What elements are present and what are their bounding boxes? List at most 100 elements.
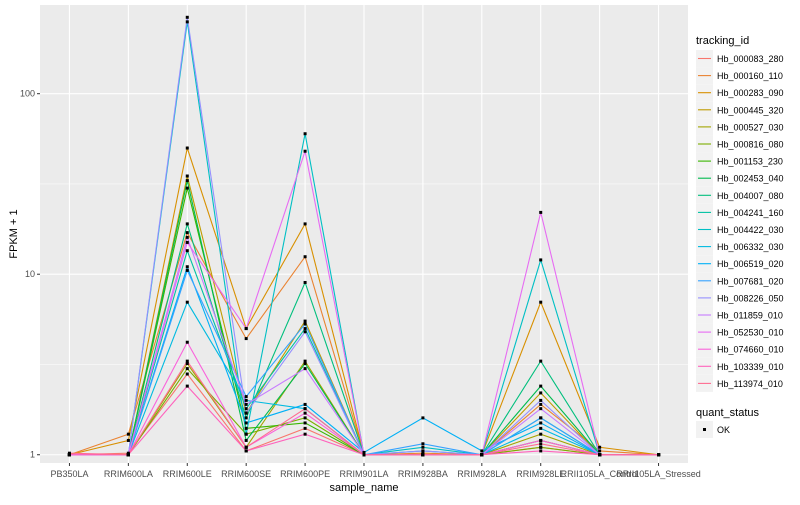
- data-point: [303, 327, 307, 331]
- data-point: [539, 449, 543, 453]
- data-point: [67, 453, 71, 457]
- x-tick-label: RRIM901LA: [339, 469, 388, 479]
- y-tick-label: 100: [20, 89, 35, 99]
- data-point: [539, 426, 543, 430]
- data-point: [303, 222, 307, 226]
- data-point: [421, 449, 425, 453]
- x-axis-title: sample_name: [329, 482, 398, 494]
- data-point: [244, 402, 248, 406]
- data-point: [539, 402, 543, 406]
- data-point: [244, 327, 248, 331]
- legend-label: Hb_008226_050: [717, 293, 784, 303]
- legend-label: Hb_004422_030: [717, 225, 784, 235]
- data-point: [303, 359, 307, 363]
- data-point: [480, 453, 484, 457]
- data-point: [303, 416, 307, 420]
- data-point: [539, 391, 543, 395]
- legend-label: Hb_000283_090: [717, 88, 784, 98]
- data-point: [185, 249, 189, 253]
- data-point: [421, 442, 425, 446]
- data-point: [303, 319, 307, 323]
- data-point: [244, 449, 248, 453]
- data-point: [303, 407, 307, 411]
- data-point: [185, 15, 189, 19]
- data-point: [244, 426, 248, 430]
- legend-label: Hb_074660_010: [717, 345, 784, 355]
- data-point: [421, 453, 425, 457]
- legend-label: Hb_000816_080: [717, 140, 784, 150]
- shape-legend-swatch: [703, 428, 706, 431]
- legend-label: Hb_006519_020: [717, 259, 784, 269]
- data-point: [598, 453, 602, 457]
- data-point: [539, 432, 543, 436]
- data-point: [421, 445, 425, 449]
- x-tick-label: RRIM600LA: [104, 469, 153, 479]
- data-point: [185, 384, 189, 388]
- legend-label: Hb_007681_020: [717, 276, 784, 286]
- data-point: [185, 265, 189, 269]
- data-point: [303, 362, 307, 366]
- data-points: [67, 15, 661, 457]
- data-point: [244, 445, 248, 449]
- x-axis: PB350LA RRIM600LA RRIM600LE RRIM600SE RRIM60…: [50, 463, 701, 479]
- data-point: [185, 359, 189, 363]
- data-point: [421, 416, 425, 420]
- legend-label: Hb_000527_030: [717, 122, 784, 132]
- data-point: [303, 426, 307, 430]
- data-point: [303, 149, 307, 153]
- data-point: [303, 255, 307, 259]
- data-point: [185, 174, 189, 178]
- shape-legend-title: quant_status: [696, 407, 759, 419]
- legend-label: Hb_000445_320: [717, 105, 784, 115]
- legend-label: Hb_004007_080: [717, 191, 784, 201]
- x-tick-label: RRII105LA_Stressed: [616, 469, 701, 479]
- data-point: [67, 451, 71, 455]
- data-point: [539, 407, 543, 411]
- legend-label: Hb_006332_030: [717, 242, 784, 252]
- y-axis: 1 10 100: [20, 89, 40, 460]
- data-point: [303, 432, 307, 436]
- shape-legend-label: OK: [717, 425, 730, 435]
- data-point: [657, 453, 661, 457]
- data-point: [244, 411, 248, 415]
- x-tick-label: RRII105LA_Control: [561, 469, 639, 479]
- data-point: [539, 359, 543, 363]
- x-tick-label: RRIM600LE: [163, 469, 212, 479]
- data-point: [244, 438, 248, 442]
- data-point: [244, 398, 248, 402]
- data-point: [303, 411, 307, 415]
- data-point: [539, 258, 543, 262]
- data-point: [244, 337, 248, 341]
- data-point: [244, 395, 248, 399]
- data-point: [126, 432, 130, 436]
- x-tick-label: RRIM928LA: [457, 469, 506, 479]
- data-point: [539, 398, 543, 402]
- x-tick-label: PB350LA: [50, 469, 88, 479]
- data-point: [185, 235, 189, 239]
- x-tick-label: RRIM928LE: [516, 469, 565, 479]
- data-point: [598, 445, 602, 449]
- legend-title: tracking_id: [696, 35, 749, 47]
- data-point: [598, 449, 602, 453]
- data-point: [126, 451, 130, 455]
- y-axis-title: FPKM + 1: [8, 209, 20, 258]
- data-point: [303, 402, 307, 406]
- data-point: [539, 384, 543, 388]
- data-point: [303, 421, 307, 425]
- data-point: [539, 442, 543, 446]
- data-point: [185, 186, 189, 190]
- data-point: [362, 450, 366, 454]
- data-point: [421, 451, 425, 455]
- legend-label: Hb_113974_010: [717, 379, 783, 389]
- legend-label: Hb_002453_040: [717, 174, 784, 184]
- data-point: [185, 300, 189, 304]
- data-point: [539, 210, 543, 214]
- data-point: [185, 222, 189, 226]
- data-point: [303, 132, 307, 136]
- data-point: [185, 20, 189, 24]
- data-point: [185, 146, 189, 150]
- data-point: [244, 432, 248, 436]
- x-tick-label: RRIM928BA: [398, 469, 448, 479]
